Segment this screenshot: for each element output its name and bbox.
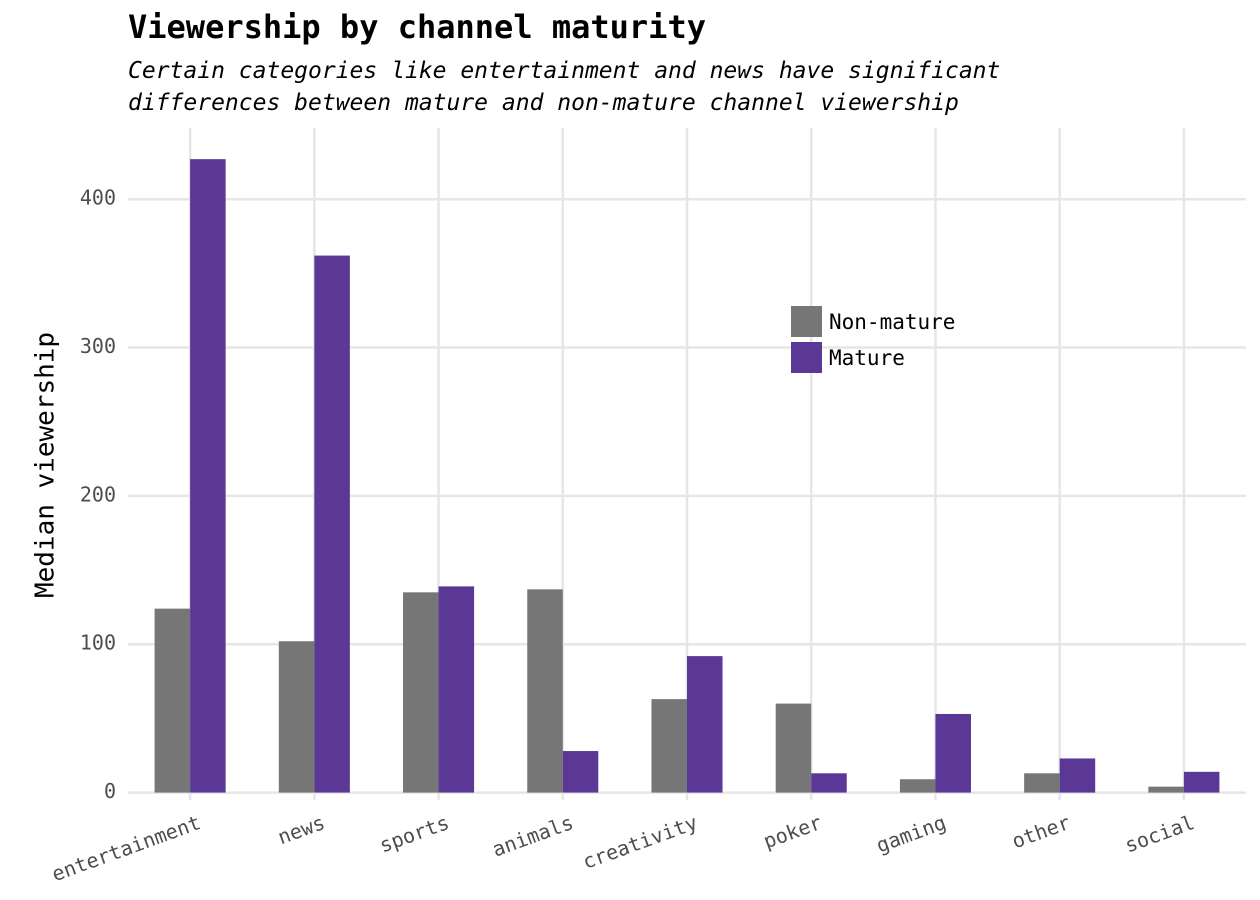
- x-tick-label-news: news: [275, 810, 328, 849]
- bar-sports-mature: [438, 586, 475, 793]
- bar-social-mature: [1183, 771, 1220, 793]
- chart-subtitle-line-1: Certain categories like entertainment an…: [128, 58, 1000, 84]
- bar-social-non-mature: [1148, 786, 1184, 793]
- bar-gaming-non-mature: [899, 779, 936, 793]
- y-tick-label-300: 300: [80, 334, 116, 358]
- y-tick-label-100: 100: [80, 631, 116, 655]
- x-tick-label-other: other: [1009, 810, 1074, 853]
- bar-news-mature: [314, 255, 350, 793]
- legend-swatch-non-mature: [791, 306, 822, 337]
- bars: [154, 159, 1220, 793]
- bar-poker-non-mature: [775, 703, 812, 793]
- y-tick-label-0: 0: [104, 779, 116, 803]
- y-tick-label-200: 200: [80, 482, 116, 506]
- y-axis-ticks: 0 100 200 300 400: [80, 186, 116, 803]
- bar-gaming-mature: [935, 713, 971, 793]
- bar-other-mature: [1059, 758, 1096, 793]
- x-tick-label-animals: animals: [489, 810, 576, 861]
- bar-entertainment-non-mature: [154, 608, 191, 793]
- x-tick-label-gaming: gaming: [873, 810, 949, 857]
- bar-animals-non-mature: [527, 589, 563, 793]
- x-axis-ticks: entertainment news sports animals creativity…: [49, 810, 1198, 886]
- legend-swatch-mature: [791, 342, 822, 373]
- chart-title: Viewership by channel maturity: [128, 8, 706, 46]
- x-tick-label-social: social: [1121, 810, 1197, 857]
- chart-subtitle-line-2: differences between mature and non-matur…: [128, 90, 959, 116]
- legend-label-mature: Mature: [829, 346, 905, 370]
- x-tick-label-creativity: creativity: [579, 810, 700, 874]
- legend-label-non-mature: Non-mature: [829, 310, 955, 334]
- bar-poker-mature: [811, 773, 847, 793]
- x-tick-label-poker: poker: [760, 810, 825, 853]
- bar-creativity-non-mature: [651, 699, 687, 793]
- y-tick-label-400: 400: [80, 186, 116, 210]
- x-tick-label-entertainment: entertainment: [49, 810, 204, 886]
- bar-other-non-mature: [1024, 773, 1060, 793]
- bar-news-non-mature: [278, 641, 315, 793]
- y-axis-label: Median viewership: [31, 332, 61, 598]
- bar-creativity-mature: [687, 656, 723, 793]
- legend: Non-mature Mature: [791, 306, 955, 373]
- x-tick-label-sports: sports: [376, 810, 452, 857]
- bar-animals-mature: [562, 751, 599, 793]
- bar-sports-non-mature: [403, 592, 439, 793]
- bar-entertainment-mature: [190, 159, 226, 793]
